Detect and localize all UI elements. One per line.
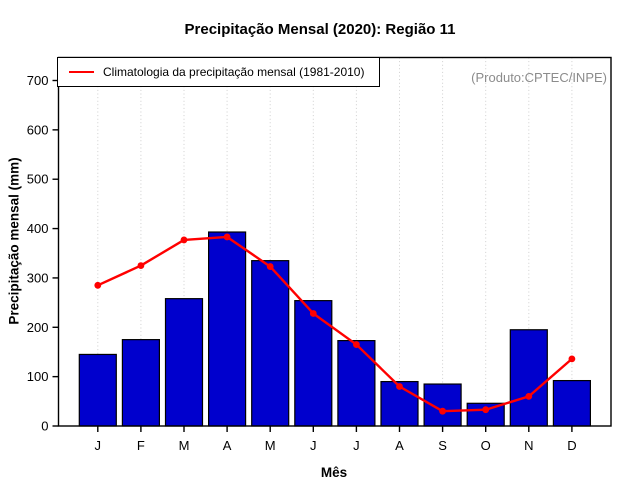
y-tick-label: 700 [27,73,49,88]
climatology-point [439,407,446,415]
bar-J5 [294,300,333,427]
bar-N10 [509,329,548,427]
y-tick-label: 400 [27,221,49,236]
bar-A3 [208,231,247,427]
x-tick-label: A [395,438,404,453]
producer-annotation: (Produto:CPTEC/INPE) [471,70,607,85]
climatology-point [180,236,188,244]
y-tick-label: 600 [27,122,49,137]
x-tick-label: J [310,438,317,453]
x-tick-label: F [137,438,145,453]
bar-F1 [121,339,161,427]
climatology-point [568,355,576,363]
climatology-point [266,263,274,270]
legend-label: Climatologia da precipitação mensal (198… [103,65,365,79]
legend: Climatologia da precipitação mensal (198… [57,57,380,87]
climatology-point [525,392,533,400]
climatology-point [396,383,403,390]
climatology-point [223,233,231,241]
bar-D11 [552,379,592,427]
climatology-point [309,310,317,317]
x-tick-label: A [223,438,232,453]
y-tick-label: 0 [41,419,48,434]
y-tick-label: 300 [27,270,49,285]
x-tick-label: J [353,438,360,453]
x-tick-label: J [95,438,102,453]
bar-M4 [251,260,290,427]
bar-M2 [164,298,204,427]
x-tick-label: M [179,438,190,453]
climatology-point [353,341,360,348]
x-tick-label: D [567,438,576,453]
x-tick-label: N [524,438,533,453]
y-tick-label: 200 [27,320,49,335]
climatology-line [97,235,573,413]
y-tick-label: 100 [27,369,49,384]
y-axis-label: Precipitação mensal (mm) [6,157,22,325]
x-tick-label: M [265,438,276,453]
legend-line-swatch [69,71,94,73]
bar-J0 [78,353,117,427]
chart-title: Precipitação Mensal (2020): Região 11 [184,21,456,38]
x-tick-label: S [438,438,447,453]
x-tick-label: O [481,438,491,453]
x-axis-label: Mês [320,465,348,480]
y-tick-label: 500 [27,172,49,187]
climatology-point [94,281,102,289]
bar-J6 [337,340,376,427]
climatology-point [482,406,490,414]
climatology-point [137,262,145,269]
